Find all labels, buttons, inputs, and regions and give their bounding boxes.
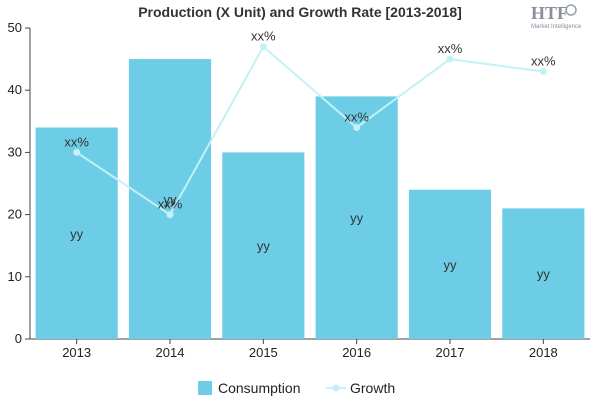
y-tick-label: 50 [8,20,22,35]
logo-text: HTF [531,3,568,23]
growth-value-label: xx% [158,197,183,212]
bar-value-label: yy [537,267,551,282]
bar-2015[interactable] [222,152,305,339]
growth-point-2016[interactable] [353,124,361,132]
x-tick-label: 2015 [249,345,278,360]
legend-label-consumption: Consumption [218,380,301,396]
x-tick-label: 2016 [342,345,371,360]
growth-line [76,45,544,217]
growth-point-2014[interactable] [166,211,174,219]
x-tick-label: 2014 [156,345,185,360]
chart-title: Production (X Unit) and Growth Rate [201… [138,4,462,20]
y-tick-label: 40 [8,82,22,97]
legend-item-consumption[interactable]: Consumption [198,380,301,396]
growth-value-label: xx% [251,29,276,44]
bar-value-label: yy [350,211,364,226]
logo-subtext: Market Intelligence [531,24,582,30]
y-tick-label: 0 [15,331,22,346]
growth-value-label: xx% [64,134,89,149]
x-axis: 2013 2014 2015 2016 2017 2018 [30,338,590,360]
x-tick-label: 2013 [62,345,91,360]
legend-label-growth: Growth [350,380,395,396]
growth-point-2015[interactable] [259,43,267,51]
y-tick-label: 10 [8,269,22,284]
bar-2013[interactable] [35,127,118,340]
growth-value-label: xx% [531,54,556,69]
bar-series [35,59,585,340]
bar-value-label: yy [257,239,271,254]
bar-2016[interactable] [315,96,398,339]
legend-marker-growth [332,384,340,392]
logo-globe-icon [565,4,577,16]
y-tick-label: 20 [8,207,22,222]
x-tick-label: 2017 [436,345,465,360]
growth-value-label: xx% [438,41,463,56]
y-axis: 0 10 20 30 40 50 [8,20,31,346]
bar-2014[interactable] [128,59,212,339]
growth-point-2018[interactable] [539,68,547,76]
bar-value-label: yy [164,192,178,207]
bar-value-label: yy [444,257,458,272]
legend-item-growth[interactable]: Growth [326,380,395,396]
logo: HTF Market Intelligence [531,3,582,30]
growth-value-label: xx% [344,110,369,125]
y-tick-label: 30 [8,144,22,159]
bar-2018[interactable] [502,208,585,339]
bar-value-label: yy [70,226,84,241]
legend: Consumption Growth [198,380,395,396]
bar-2017[interactable] [408,189,492,339]
growth-point-2017[interactable] [446,55,454,63]
x-tick-label: 2018 [529,345,558,360]
growth-point-2013[interactable] [73,148,81,156]
legend-swatch-consumption [198,381,212,395]
line-series [73,43,547,219]
